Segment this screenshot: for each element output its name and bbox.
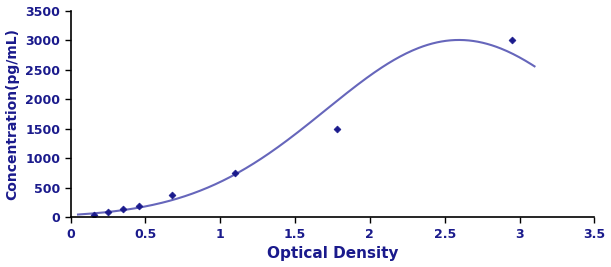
X-axis label: Optical Density: Optical Density <box>267 246 398 261</box>
Y-axis label: Concentration(pg/mL): Concentration(pg/mL) <box>5 28 20 200</box>
